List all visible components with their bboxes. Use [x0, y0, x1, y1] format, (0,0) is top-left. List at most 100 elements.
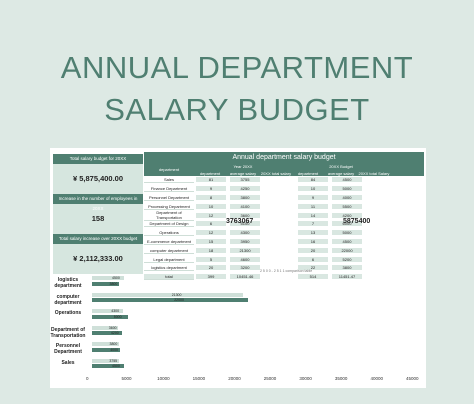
average-2-cell[interactable]: 3800 [332, 265, 362, 272]
dept-cell[interactable]: total [144, 274, 194, 281]
headcount-2-cell[interactable]: 514 [298, 274, 328, 281]
average-2-cell[interactable]: 5500 [332, 203, 362, 210]
dept-cell[interactable]: Processing Department [144, 203, 194, 210]
x-tick-label: 20000 [228, 376, 241, 381]
dept-cell[interactable]: logistics department [144, 265, 194, 272]
increase-value[interactable]: ¥ 2,112,333.00 [53, 244, 143, 274]
table-row[interactable]: Personnel Department 8 3800 9 4000 [144, 194, 424, 203]
bar-value-label: 4500 [112, 276, 120, 281]
average-cell[interactable]: 21300 [230, 247, 260, 254]
average-cell[interactable]: 4100 [230, 203, 260, 210]
table-row[interactable]: Sales 81 3755 84 4500 [144, 176, 424, 185]
col-department: department [158, 167, 180, 172]
dept-cell[interactable]: Sales [144, 177, 194, 184]
col-total: 20XX total salary [260, 171, 292, 176]
increase-label: Total salary increase over 20XX budget [53, 234, 143, 244]
bar [92, 314, 128, 319]
dept-cell[interactable]: Finance Department [144, 186, 194, 193]
table-row[interactable]: E-commerce department 15 3950 16 4500 [144, 238, 424, 247]
bar [92, 276, 124, 281]
table-body: Sales 81 3755 84 4500 Finance Department 9 4250… [144, 176, 424, 282]
headcount-cell[interactable]: 20 [196, 265, 226, 272]
headcount-2-cell[interactable]: 13 [298, 230, 328, 237]
average-2-cell[interactable]: 4000 [332, 194, 362, 201]
comparison-bar-chart: logistics department 4500 3800 computer dep… [50, 274, 426, 386]
dept-cell[interactable]: Operations [144, 230, 194, 237]
spreadsheet-panel: Total salary budget for 20XX ¥ 5,875,400… [50, 148, 426, 388]
headcount-cell[interactable]: 8 [196, 194, 226, 201]
average-cell[interactable]: 4250 [230, 186, 260, 193]
headcount-cell[interactable]: 9 [196, 186, 226, 193]
headcount-cell[interactable]: 10 [196, 203, 226, 210]
average-cell[interactable]: 4600 [230, 256, 260, 263]
bar-value-label: 5000 [113, 314, 122, 319]
average-cell[interactable]: 3600 [230, 212, 260, 219]
table-row[interactable]: Department of Design 6 5100 7 6000 [144, 220, 424, 229]
bar-value-label: 4000 [110, 347, 119, 352]
dept-cell[interactable]: Legal department [144, 256, 194, 263]
bar [92, 292, 244, 297]
average-cell[interactable]: 3950 [230, 238, 260, 245]
dept-cell[interactable]: Department of Design [144, 221, 194, 228]
total-budget-merged-value: 5875400 [343, 218, 371, 225]
headcount-2-cell[interactable]: 84 [298, 177, 328, 184]
headcount-2-cell[interactable]: 16 [298, 238, 328, 245]
average-2-cell[interactable]: 4200 [332, 212, 362, 219]
x-tick-label: 15000 [192, 376, 206, 381]
table-row[interactable]: logistics department 20 3200 22 3800 [144, 264, 424, 273]
headcount-cell[interactable]: 5 [196, 256, 226, 263]
headcount-2-cell[interactable]: 7 [298, 221, 328, 228]
average-2-cell[interactable]: 5200 [332, 256, 362, 263]
table-row[interactable]: Legal department 5 4600 6 5200 [144, 255, 424, 264]
average-cell[interactable]: 10451.46 [230, 274, 260, 281]
x-tick-label: 35000 [334, 376, 348, 381]
headcount-cell[interactable]: 12 [196, 230, 226, 237]
bar-value-label: 3800 [109, 281, 118, 286]
table-row[interactable]: total 399 10451.46 514 11451.47 [144, 273, 424, 282]
bar [92, 298, 249, 303]
headcount-2-cell[interactable]: 11 [298, 203, 328, 210]
headcount-cell[interactable]: 81 [196, 177, 226, 184]
x-tick-label: 40000 [370, 376, 383, 381]
average-2-cell[interactable]: 5000 [332, 230, 362, 237]
headcount-cell[interactable]: 15 [196, 238, 226, 245]
x-tick-label: 25000 [263, 376, 277, 381]
table-row[interactable]: Processing Department 10 4100 11 5500 [144, 202, 424, 211]
average-2-cell[interactable]: 22000 [332, 247, 362, 254]
table-row[interactable]: Finance Department 9 4250 10 5000 [144, 185, 424, 194]
total-budget-value[interactable]: ¥ 5,875,400.00 [53, 164, 143, 194]
average-2-cell[interactable]: 6000 [332, 221, 362, 228]
average-cell[interactable]: 3755 [230, 177, 260, 184]
dept-cell[interactable]: E-commerce department [144, 238, 194, 245]
category-label: computer department [54, 293, 82, 306]
headcount-cell[interactable]: 6 [196, 221, 226, 228]
total-budget-label: Total salary budget for 20XX [53, 154, 143, 164]
headcount-2-cell[interactable]: 22 [298, 265, 328, 272]
headcount-2-cell[interactable]: 9 [298, 194, 328, 201]
average-2-cell[interactable]: 4500 [332, 238, 362, 245]
average-cell[interactable]: 3800 [230, 194, 260, 201]
average-2-cell[interactable]: 11451.47 [332, 274, 362, 281]
average-cell[interactable]: 3200 [230, 265, 260, 272]
headcount-cell[interactable]: 12 [196, 212, 226, 219]
table-row[interactable]: computer department 18 21300 20 22000 [144, 246, 424, 255]
table-row[interactable]: Department of Transportation 12 3600 14 4200 [144, 210, 424, 222]
average-2-cell[interactable]: 4500 [332, 177, 362, 184]
headcount-2-cell[interactable]: 20 [298, 247, 328, 254]
headcount-2-cell[interactable]: 6 [298, 256, 328, 263]
headcount-cell[interactable]: 18 [196, 247, 226, 254]
table-row[interactable]: Operations 12 4300 13 5000 [144, 229, 424, 238]
average-2-cell[interactable]: 5000 [332, 186, 362, 193]
headcount-2-cell[interactable]: 10 [298, 186, 328, 193]
dept-cell[interactable]: Personnel Department [144, 194, 194, 201]
dept-cell[interactable]: Department of Transportation [144, 210, 194, 222]
employees-label: Increase in the number of employees in 2… [53, 194, 143, 211]
average-cell[interactable]: 4300 [230, 230, 260, 237]
average-cell[interactable]: 5100 [230, 221, 260, 228]
headcount-2-cell[interactable]: 14 [298, 212, 328, 219]
bar-value-label: 4300 [111, 309, 120, 314]
employees-value[interactable]: 158 [53, 204, 143, 234]
dept-cell[interactable]: computer department [144, 247, 194, 254]
headcount-cell[interactable]: 399 [196, 274, 226, 281]
bar-value-label: 3600 [108, 325, 117, 330]
